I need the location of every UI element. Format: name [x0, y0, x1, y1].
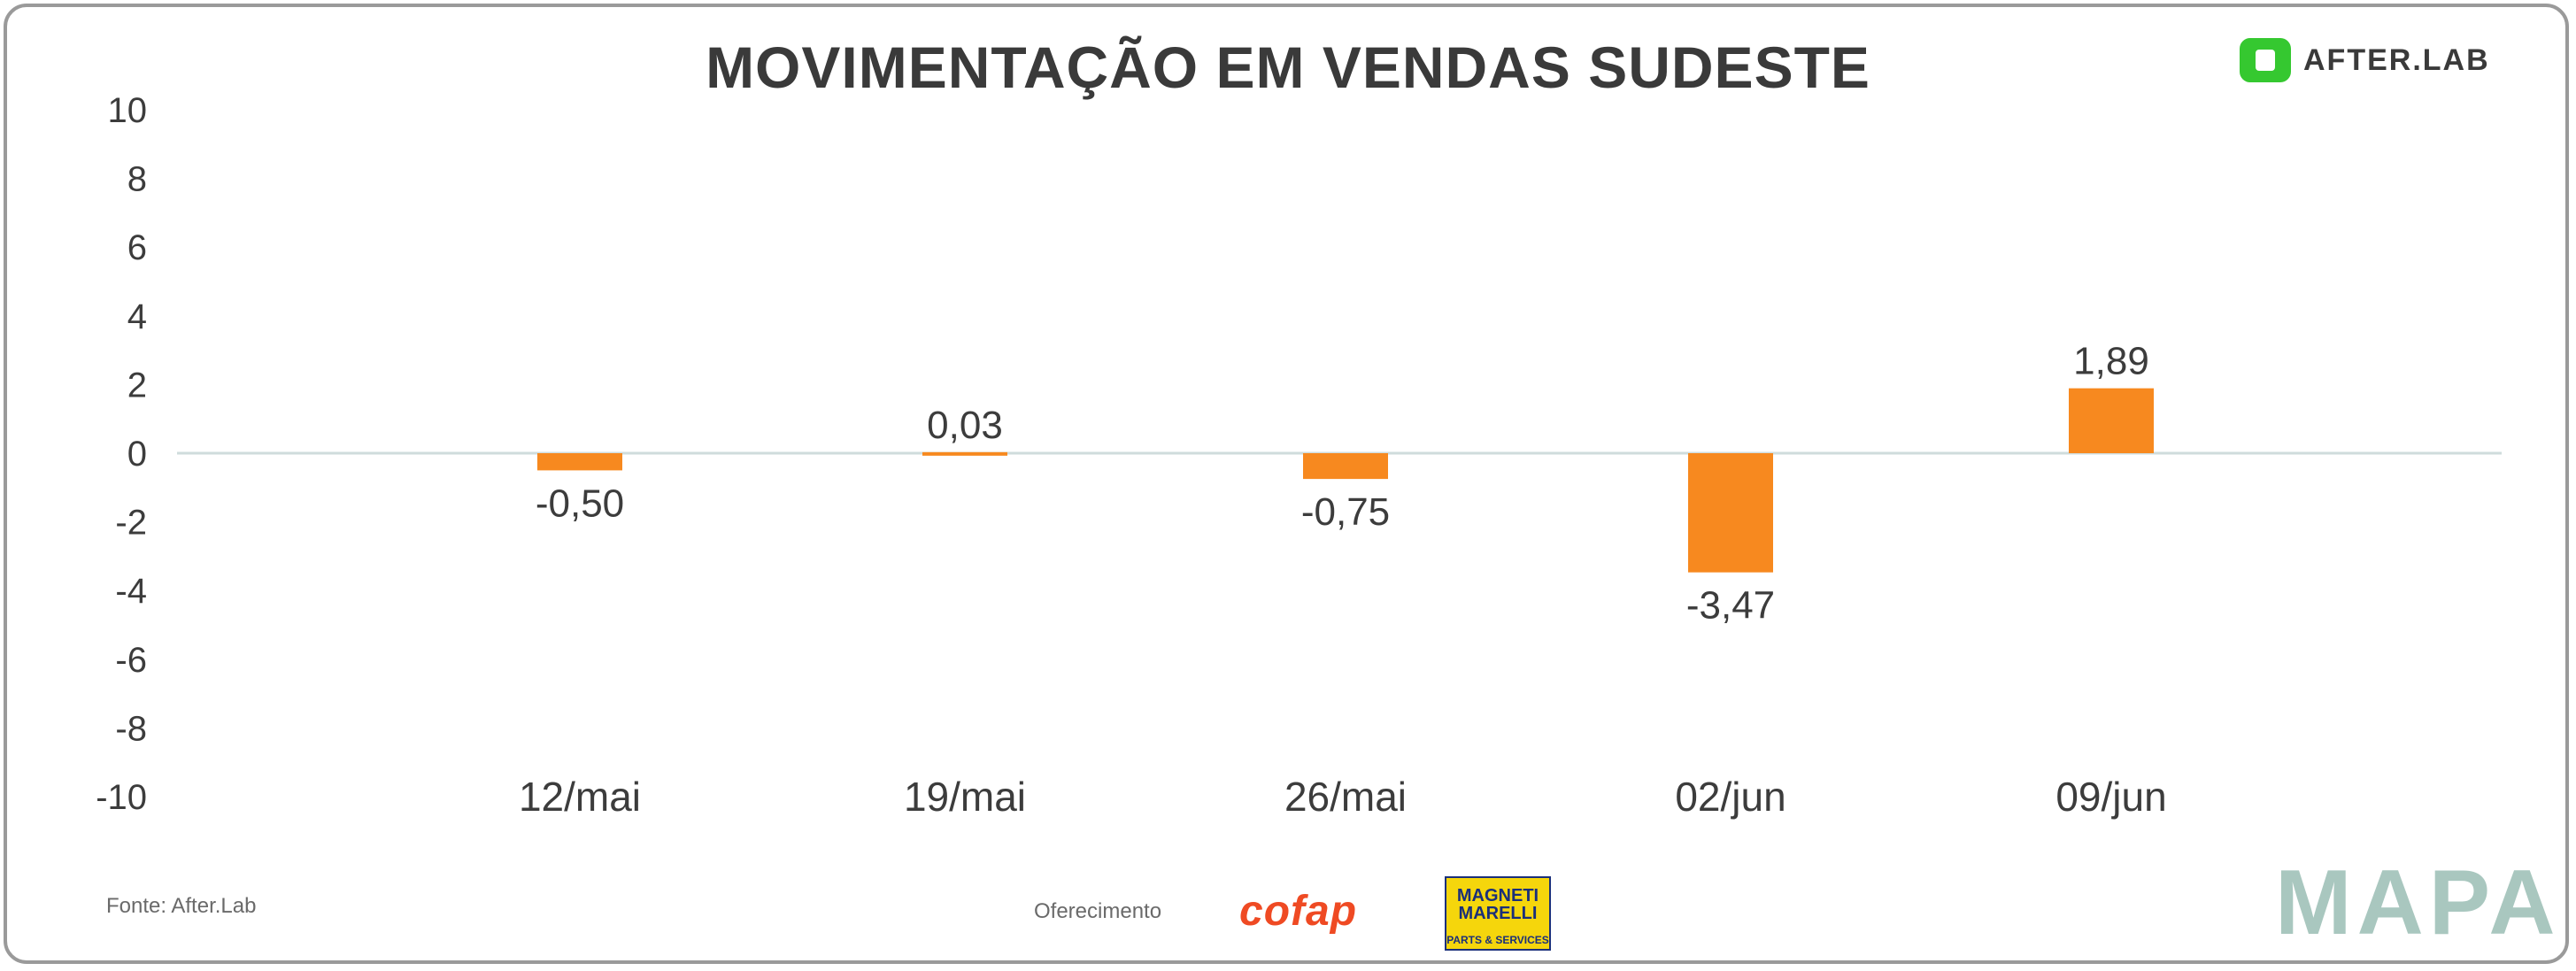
x-tick-label: 02/jun — [1675, 774, 1785, 820]
magneti-logo-text-2: MARELLI — [1458, 904, 1538, 923]
y-tick-label: -4 — [115, 572, 147, 611]
data-label: -0,50 — [536, 482, 624, 525]
data-label: 0,03 — [927, 404, 1003, 447]
chart-title: MOVIMENTAÇÃO EM VENDAS SUDESTE — [706, 35, 1870, 100]
bar — [1303, 453, 1388, 480]
y-tick-label: 10 — [108, 91, 148, 130]
x-tick-label: 19/mai — [904, 774, 1026, 820]
bar — [1688, 453, 1773, 573]
data-label: 1,89 — [2073, 340, 2149, 383]
afterlab-logo: AFTER.LAB — [2240, 34, 2490, 87]
magneti-marelli-logo: MAGNETI MARELLI PARTS & SERVICES — [1445, 876, 1551, 951]
chart-frame — [4, 4, 2569, 964]
source-note: Fonte: After.Lab — [106, 894, 257, 918]
data-label: -0,75 — [1301, 490, 1390, 534]
y-tick-label: -10 — [96, 778, 147, 817]
x-tick-label: 12/mai — [519, 774, 641, 820]
y-tick-label: -8 — [115, 709, 147, 748]
x-tick-label: 09/jun — [2055, 774, 2166, 820]
y-tick-label: 0 — [127, 435, 147, 474]
sponsor-label: Oferecimento — [1034, 899, 1162, 923]
y-tick-label: 6 — [127, 228, 147, 267]
y-tick-label: -2 — [115, 504, 147, 543]
bar — [922, 451, 1007, 456]
cofap-logo: cofap — [1239, 888, 1358, 935]
y-tick-label: 8 — [127, 160, 147, 199]
afterlab-logo-text: AFTER.LAB — [2303, 42, 2490, 77]
bar — [2069, 388, 2154, 453]
y-tick-label: -6 — [115, 641, 147, 680]
data-label: -3,47 — [1686, 584, 1775, 628]
afterlab-mark-icon — [2240, 38, 2291, 82]
y-tick-label: 4 — [127, 297, 147, 336]
x-tick-label: 26/mai — [1284, 774, 1407, 820]
bar — [537, 453, 622, 471]
magneti-logo-text-3: PARTS & SERVICES — [1446, 934, 1549, 946]
magneti-logo-text-1: MAGNETI — [1456, 886, 1539, 905]
mapa-logo: MAPA — [2275, 852, 2561, 954]
y-tick-label: 2 — [127, 366, 147, 405]
